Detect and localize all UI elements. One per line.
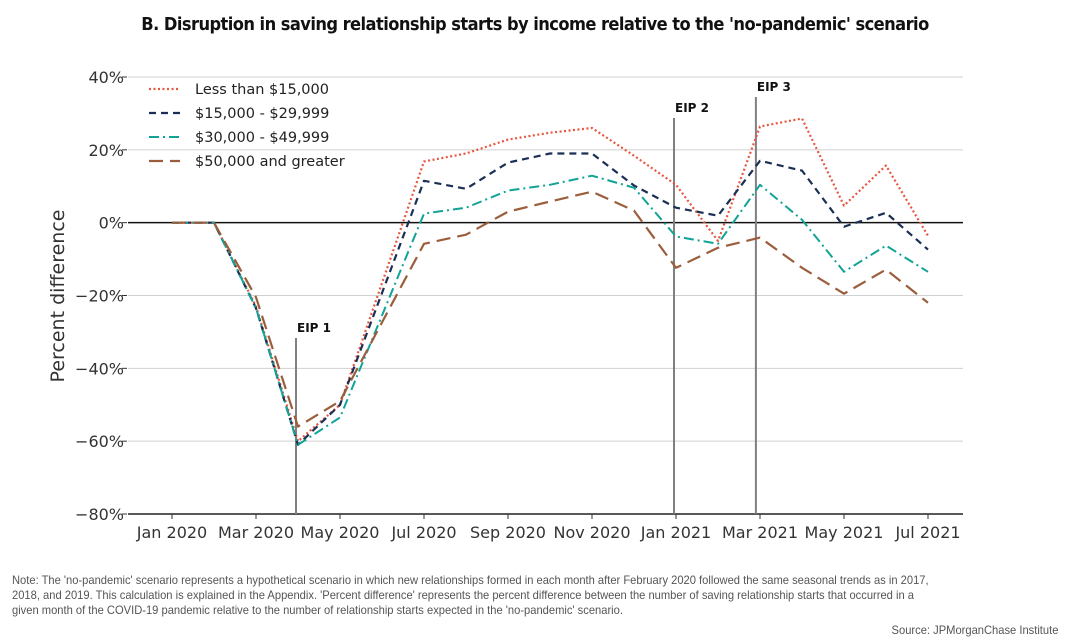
x-tick-label: May 2020 <box>301 523 380 542</box>
eip-label: EIP 3 <box>757 80 791 94</box>
y-axis: 40% 20% 0% −20% −40% −60% −80% <box>75 68 127 524</box>
y-tick-label: −80% <box>75 505 124 524</box>
eip-annotations: EIP 1 EIP 2 EIP 3 <box>295 80 791 514</box>
legend-label: Less than $15,000 <box>195 82 329 98</box>
x-axis: Jan 2020 Mar 2020 May 2020 Jul 2020 Sep 2020… <box>128 513 963 542</box>
x-tick-label: May 2021 <box>805 523 884 542</box>
y-tick-label: 40% <box>88 68 124 87</box>
series-lines <box>172 117 929 446</box>
x-tick-label: Jan 2021 <box>640 523 711 542</box>
legend-label: $15,000 - $29,999 <box>195 106 329 122</box>
y-tick-label: 20% <box>88 141 124 160</box>
y-tick-label: −60% <box>75 432 124 451</box>
y-tick-label: −20% <box>75 287 124 306</box>
legend-label: $50,000 and greater <box>195 154 345 170</box>
eip-label: EIP 2 <box>675 101 709 115</box>
y-tick-label: 0% <box>99 214 124 233</box>
y-axis-title: Percent difference <box>47 210 69 383</box>
footnote: Note: The 'no-pandemic' scenario represe… <box>12 573 929 617</box>
y-tick-label: −40% <box>75 359 124 378</box>
x-tick-label: Sep 2020 <box>470 523 546 542</box>
series-line-4 <box>172 190 929 428</box>
eip-label: EIP 1 <box>297 321 331 335</box>
x-tick-label: Jul 2021 <box>894 523 960 542</box>
x-tick-label: Jul 2020 <box>390 523 456 542</box>
gridlines <box>128 76 963 442</box>
x-tick-label: Jan 2020 <box>136 523 207 542</box>
x-tick-label: Mar 2020 <box>218 523 294 542</box>
legend-label: $30,000 - $49,999 <box>195 130 329 146</box>
x-tick-label: Mar 2021 <box>722 523 798 542</box>
source-label: Source: JPMorganChase Institute <box>891 623 1058 637</box>
legend: Less than $15,000 $15,000 - $29,999 $30,00… <box>149 82 345 170</box>
series-line-3 <box>172 174 929 446</box>
chart-title: B. Disruption in saving relationship sta… <box>141 15 929 35</box>
x-tick-label: Nov 2020 <box>553 523 630 542</box>
